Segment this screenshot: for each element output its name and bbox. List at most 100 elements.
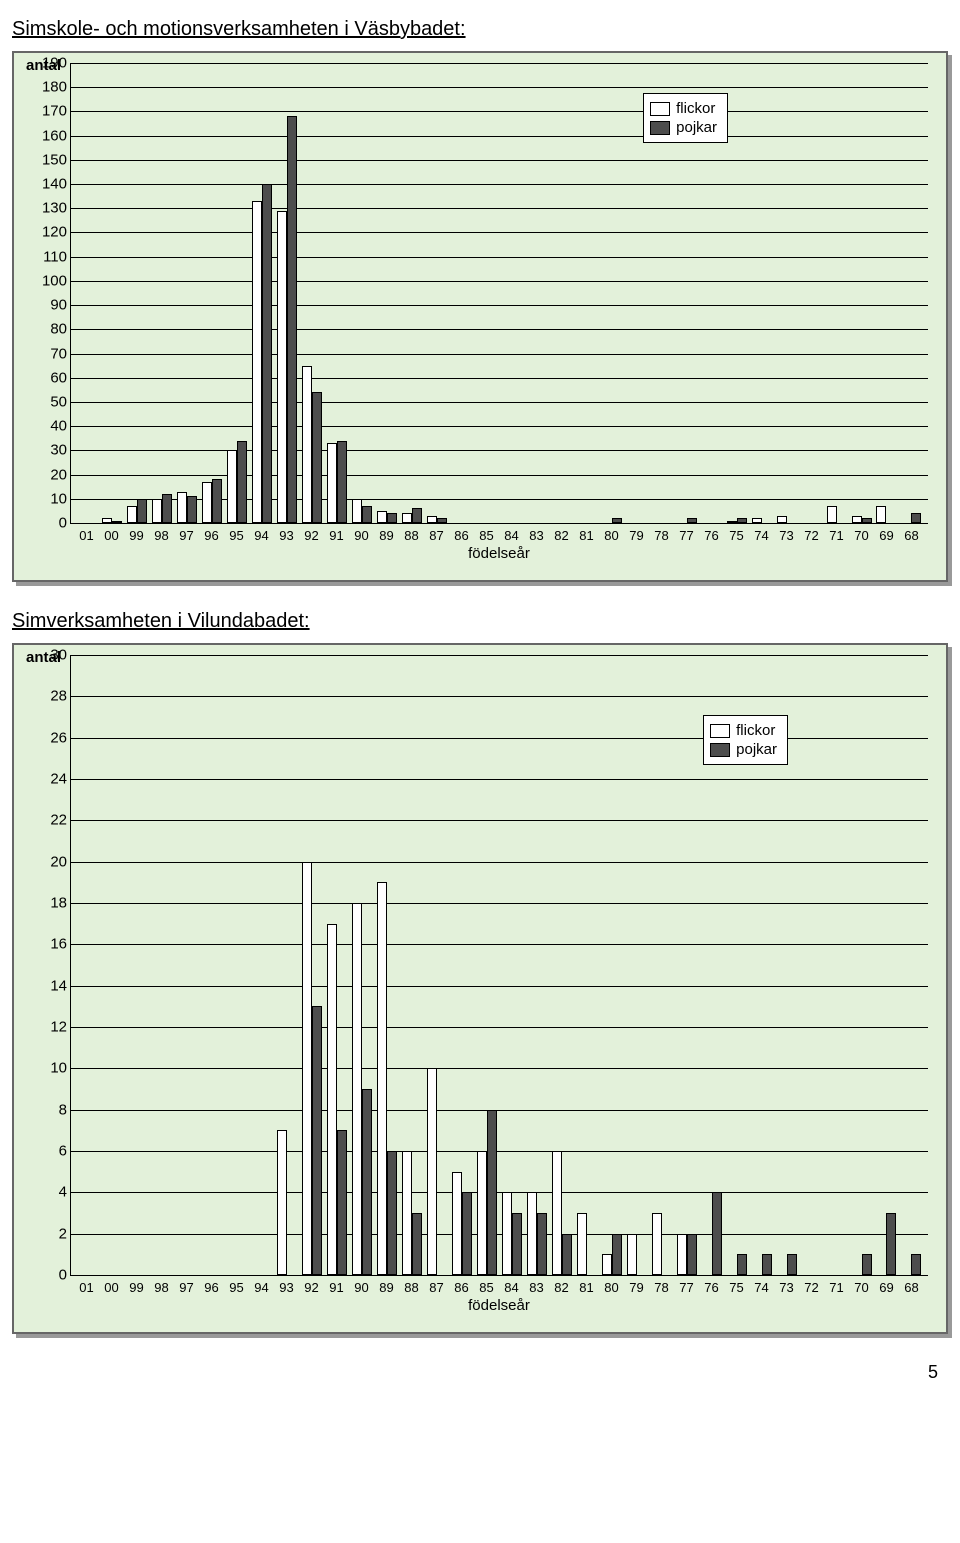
category-group [874,1213,899,1275]
x-tick-label: 72 [799,1280,824,1295]
bar [552,1151,562,1275]
bar [512,1213,522,1275]
y-tick-label: 4 [27,1184,67,1201]
bar [752,518,762,523]
y-tick-label: 20 [27,466,67,483]
x-tick-label: 88 [399,1280,424,1295]
bar [737,1254,747,1275]
x-tick-label: 69 [874,528,899,543]
x-tick-label: 96 [199,528,224,543]
chart-area: antal024681012141618202224262830flickorp… [70,655,928,1314]
bar [712,1192,722,1275]
category-group [499,1192,524,1275]
bar [312,1006,322,1275]
x-tick-label: 71 [824,1280,849,1295]
y-tick-label: 190 [27,55,67,72]
x-tick-label: 68 [899,528,924,543]
bar [152,499,162,523]
bar [162,494,172,523]
bar [387,513,397,523]
y-tick-label: 26 [27,729,67,746]
y-tick-label: 60 [27,369,67,386]
x-tick-label: 70 [849,1280,874,1295]
x-tick-label: 90 [349,528,374,543]
legend-label: pojkar [676,119,717,136]
bar [302,862,312,1275]
x-tick-label: 75 [724,528,749,543]
y-tick-label: 8 [27,1101,67,1118]
bar [862,518,872,523]
category-group [300,366,325,523]
x-tick-label: 92 [299,1280,324,1295]
bar [911,513,921,523]
y-tick-label: 130 [27,200,67,217]
gridline [71,1275,928,1276]
x-tick-label: 68 [899,1280,924,1295]
x-tick-label: 00 [99,528,124,543]
section-title: Simskole- och motionsverksamheten i Väsb… [12,18,948,41]
x-tick-label: 80 [599,528,624,543]
x-tick-label: 87 [424,1280,449,1295]
category-group [749,1254,774,1275]
category-group [899,513,924,523]
bar [687,518,697,523]
category-group [325,441,350,523]
chart-panel: antal024681012141618202224262830flickorp… [12,643,948,1334]
legend-label: flickor [736,722,775,739]
chart-area: antal01020304050607080901001101201301401… [70,63,928,562]
y-tick-label: 50 [27,393,67,410]
y-tick-label: 18 [27,895,67,912]
bar [652,1213,662,1275]
y-tick-label: 10 [27,490,67,507]
category-group [450,1172,475,1275]
bar [727,521,737,523]
bar [112,521,122,523]
x-tick-label: 89 [374,528,399,543]
legend: flickorpojkar [703,715,788,765]
y-tick-label: 2 [27,1225,67,1242]
x-tick-label: 85 [474,528,499,543]
category-group [475,1110,500,1275]
category-group [724,1254,749,1275]
x-tick-label: 88 [399,528,424,543]
bar [377,882,387,1275]
category-group [225,441,250,523]
legend-item: pojkar [650,119,717,136]
x-tick-label: 76 [699,1280,724,1295]
bar [627,1234,637,1275]
y-tick-label: 40 [27,418,67,435]
bar [562,1234,572,1275]
category-group [649,1213,674,1275]
legend-swatch-icon [710,724,730,738]
y-tick-label: 14 [27,977,67,994]
bar [777,516,787,523]
section-title: Simverksamheten i Vilundabadet: [12,610,948,633]
category-group [375,882,400,1275]
bar [437,518,447,523]
category-group [849,516,874,523]
category-group [624,1234,649,1275]
x-tick-label: 99 [124,1280,149,1295]
bar [602,1254,612,1275]
bar [487,1110,497,1275]
legend-item: flickor [650,100,717,117]
bar [537,1213,547,1275]
x-tick-label: 71 [824,528,849,543]
gridline [71,523,928,524]
bar [412,508,422,523]
x-tick-label: 84 [499,528,524,543]
bar [577,1213,587,1275]
y-tick-label: 110 [27,248,67,265]
x-tick-label: 81 [574,1280,599,1295]
category-group [200,479,225,523]
category-group [350,903,375,1275]
x-tick-label: 96 [199,1280,224,1295]
bar [127,506,137,523]
bar [327,443,337,523]
category-group [674,518,699,523]
x-tick-label: 01 [74,528,99,543]
category-group [275,1130,300,1275]
chart-panel: antal01020304050607080901001101201301401… [12,51,948,582]
x-tick-label: 94 [249,1280,274,1295]
bar [252,201,262,523]
